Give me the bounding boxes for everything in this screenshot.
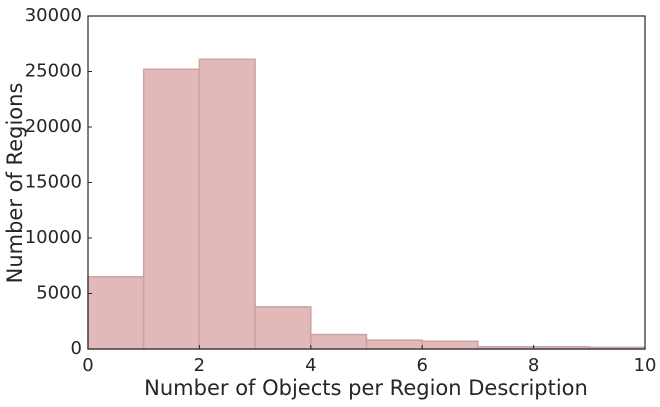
x-tick-label: 4	[305, 355, 316, 376]
y-tick-label: 25000	[25, 61, 82, 82]
x-tick-label: 8	[528, 355, 539, 376]
bar	[87, 276, 145, 350]
x-tick-label: 0	[82, 355, 93, 376]
y-axis-label: Number of Regions	[3, 83, 27, 284]
bar	[142, 68, 201, 350]
y-tick-label: 20000	[25, 116, 82, 137]
y-tick-label: 30000	[25, 5, 82, 26]
y-tick-label: 0	[71, 338, 82, 359]
bar	[365, 339, 423, 350]
x-tick-label: 2	[194, 355, 205, 376]
y-tick-label: 10000	[25, 227, 82, 248]
bar	[254, 306, 312, 350]
bar	[421, 340, 479, 350]
y-tick-label: 15000	[25, 172, 82, 193]
x-axis-label: Number of Objects per Region Description	[144, 376, 588, 400]
y-tick-label: 5000	[36, 283, 82, 304]
x-tick-label: 10	[634, 355, 657, 376]
bar	[310, 333, 368, 350]
bar	[198, 58, 256, 350]
x-tick-label: 6	[416, 355, 427, 376]
